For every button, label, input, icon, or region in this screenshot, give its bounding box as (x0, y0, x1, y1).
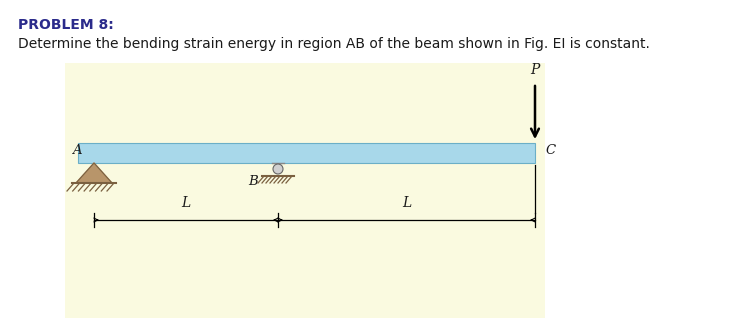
Text: Determine the bending strain energy in region AB of the beam shown in Fig. EI is: Determine the bending strain energy in r… (18, 37, 650, 51)
Text: B: B (248, 175, 258, 188)
Text: PROBLEM 8:: PROBLEM 8: (18, 18, 114, 32)
Text: A: A (72, 145, 82, 157)
Text: L: L (402, 196, 411, 210)
Text: L: L (182, 196, 191, 210)
Circle shape (273, 164, 283, 174)
Text: P: P (530, 63, 540, 77)
Bar (65, 63, 545, 318)
Polygon shape (76, 163, 112, 183)
Text: C: C (545, 145, 555, 157)
Bar (78, 143, 535, 163)
